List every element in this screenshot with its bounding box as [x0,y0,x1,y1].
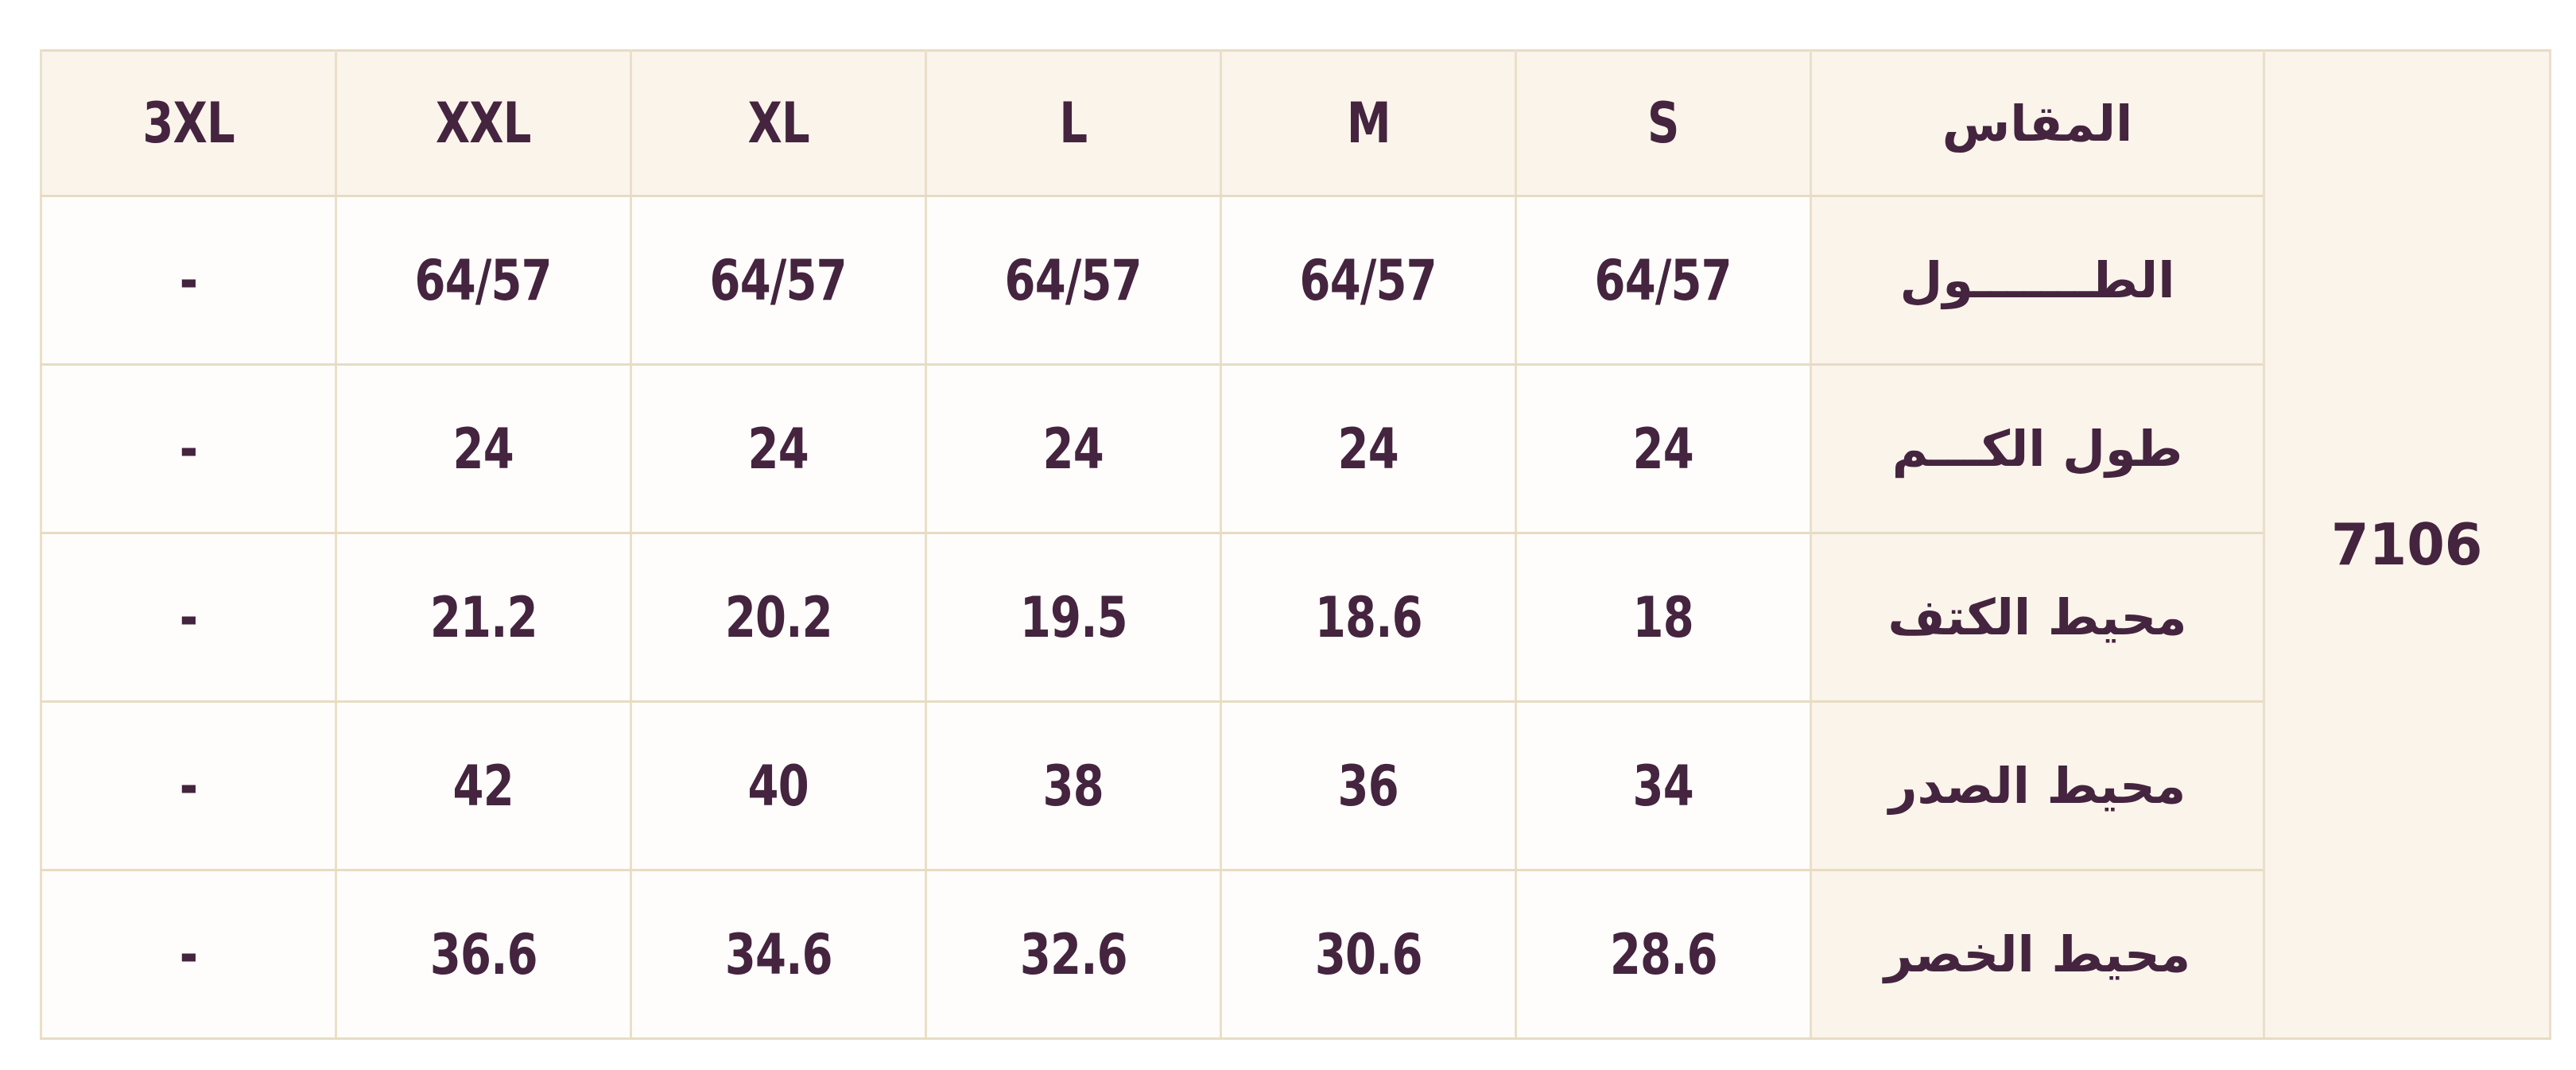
cell-chest-3xl: - [40,700,337,871]
cell-shoulder-s: 18 [1515,532,1812,703]
header-cell-m: M [1220,49,1517,197]
row-label-chest: محيط الصدر [1810,700,2265,871]
cell-waist-3xl: - [40,869,337,1040]
cell-waist-xxl: 36.6 [335,869,632,1040]
header-cell-size-label: المقاس [1810,49,2265,197]
row-label-length: الطـــــــول [1810,195,2265,366]
cell-length-s: 64/57 [1515,195,1812,366]
cell-length-xl: 64/57 [630,195,927,366]
header-cell-3xl: 3XL [40,49,337,197]
row-length: الطـــــــول 64/57 64/57 64/57 64/57 64/… [40,195,2551,366]
cell-shoulder-3xl: - [40,532,337,703]
header-cell-s: S [1515,49,1812,197]
cell-waist-xl: 34.6 [630,869,927,1040]
row-label-shoulder: محيط الكتف [1810,532,2265,703]
row-label-sleeve-length: طول الكـــم [1810,363,2265,534]
header-cell-xxl: XXL [335,49,632,197]
row-waist: محيط الخصر 28.6 30.6 32.6 34.6 36.6 - [40,869,2551,1040]
cell-length-3xl: - [40,195,337,366]
cell-length-m: 64/57 [1220,195,1517,366]
header-cell-xl: XL [630,49,927,197]
cell-waist-s: 28.6 [1515,869,1812,1040]
header-cell-l: L [925,49,1222,197]
cell-waist-m: 30.6 [1220,869,1517,1040]
row-shoulder: محيط الكتف 18 18.6 19.5 20.2 21.2 - [40,532,2551,703]
cell-chest-m: 36 [1220,700,1517,871]
cell-shoulder-l: 19.5 [925,532,1222,703]
cell-sleeve-s: 24 [1515,363,1812,534]
cell-chest-xxl: 42 [335,700,632,871]
row-label-waist: محيط الخصر [1810,869,2265,1040]
row-chest: محيط الصدر 34 36 38 40 42 - [40,700,2551,871]
cell-shoulder-xl: 20.2 [630,532,927,703]
cell-chest-xl: 40 [630,700,927,871]
cell-waist-l: 32.6 [925,869,1222,1040]
cell-sleeve-l: 24 [925,363,1222,534]
cell-sleeve-m: 24 [1220,363,1517,534]
cell-sleeve-xxl: 24 [335,363,632,534]
cell-shoulder-xxl: 21.2 [335,532,632,703]
table-header-row: 7106 المقاس S M L XL XXL 3XL [40,49,2551,1040]
cell-length-l: 64/57 [925,195,1222,366]
cell-chest-s: 34 [1515,700,1812,871]
cell-chest-l: 38 [925,700,1222,871]
cell-shoulder-m: 18.6 [1220,532,1517,703]
cell-sleeve-xl: 24 [630,363,927,534]
product-code: 7106 [2331,511,2483,578]
product-code-cell: 7106 [2263,49,2551,1040]
cell-sleeve-3xl: - [40,363,337,534]
size-label-text: المقاس [1942,94,2133,153]
size-chart-table: 7106 المقاس S M L XL XXL 3XL [40,49,2551,1040]
cell-length-xxl: 64/57 [335,195,632,366]
row-sleeve-length: طول الكـــم 24 24 24 24 24 - [40,363,2551,534]
